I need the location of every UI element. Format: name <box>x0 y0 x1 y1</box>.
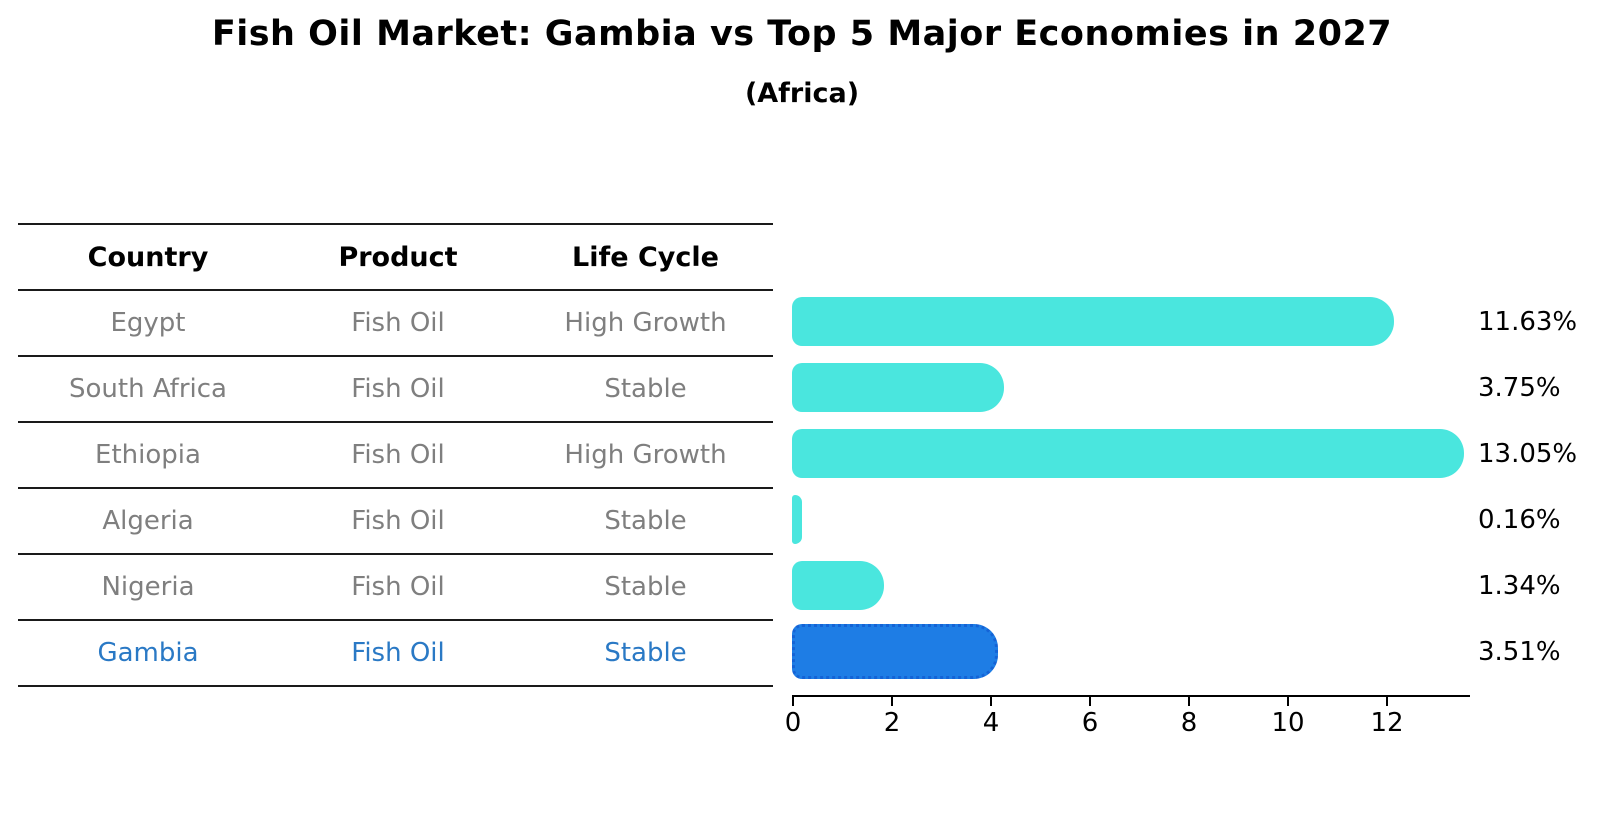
x-tick-label: 2 <box>883 708 901 738</box>
x-tick-label: 10 <box>1271 708 1305 738</box>
value-label: 0.16% <box>1478 505 1561 535</box>
header-cell-product: Product <box>338 241 458 273</box>
table-cell-product: Fish Oil <box>351 572 445 602</box>
header-cell-life-cycle: Life Cycle <box>572 241 719 273</box>
table-row: Ethiopia Fish Oil High Growth <box>18 423 773 489</box>
table-header-row: Country Product Life Cycle <box>18 225 773 291</box>
x-tick-label: 8 <box>1180 708 1198 738</box>
table-cell-product: Fish Oil <box>351 308 445 338</box>
table-cell-country: South Africa <box>69 374 227 404</box>
x-tick-label: 12 <box>1370 708 1404 738</box>
table-cell-product: Fish Oil <box>351 374 445 404</box>
table-row: Gambia Fish Oil Stable <box>18 621 773 687</box>
bar-ethiopia <box>792 429 1464 478</box>
page-title: Fish Oil Market: Gambia vs Top 5 Major E… <box>211 14 1393 54</box>
table-cell-life-cycle: High Growth <box>564 308 727 338</box>
bar-row <box>792 421 1468 487</box>
table-row: Nigeria Fish Oil Stable <box>18 555 773 621</box>
data-table: Country Product Life Cycle Egypt Fish Oi… <box>18 223 773 687</box>
value-label: 3.75% <box>1478 373 1561 403</box>
bar-plot <box>792 289 1468 685</box>
x-tick-mark <box>792 697 794 706</box>
x-tick-mark <box>891 697 893 706</box>
bar-row <box>792 619 1468 685</box>
value-label: 1.34% <box>1478 571 1561 601</box>
x-tick-label: 0 <box>784 708 802 738</box>
table-row: Algeria Fish Oil Stable <box>18 489 773 555</box>
bar-row <box>792 289 1468 355</box>
table-cell-product: Fish Oil <box>351 506 445 536</box>
bar-egypt <box>792 297 1394 346</box>
x-tick-mark <box>1287 697 1289 706</box>
page-subtitle: (Africa) <box>744 78 860 109</box>
bar-south-africa <box>792 363 1004 412</box>
table-cell-life-cycle: Stable <box>604 506 687 536</box>
x-tick-mark <box>1386 697 1388 706</box>
table-row: South Africa Fish Oil Stable <box>18 357 773 423</box>
table-cell-country: Algeria <box>102 506 194 536</box>
bar-nigeria <box>792 561 884 610</box>
bar-gambia <box>792 624 998 679</box>
value-label: 11.63% <box>1478 307 1578 337</box>
x-tick-mark <box>990 697 992 706</box>
x-tick-mark <box>1188 697 1190 706</box>
table-cell-life-cycle: Stable <box>604 374 687 404</box>
x-tick-label: 4 <box>982 708 1000 738</box>
table-cell-country: Gambia <box>97 638 199 668</box>
table-cell-country: Ethiopia <box>95 440 201 470</box>
bar-row <box>792 355 1468 421</box>
x-tick-label: 6 <box>1081 708 1099 738</box>
x-tick-mark <box>1089 697 1091 706</box>
table-cell-life-cycle: Stable <box>604 638 687 668</box>
table-cell-life-cycle: High Growth <box>564 440 727 470</box>
table-row: Egypt Fish Oil High Growth <box>18 291 773 357</box>
table-cell-country: Nigeria <box>101 572 195 602</box>
bar-algeria <box>792 495 802 544</box>
table-cell-country: Egypt <box>110 308 186 338</box>
table-cell-product: Fish Oil <box>351 440 445 470</box>
table-cell-life-cycle: Stable <box>604 572 687 602</box>
value-label: 3.51% <box>1478 637 1561 667</box>
bar-row <box>792 487 1468 553</box>
bar-row <box>792 553 1468 619</box>
x-axis-line <box>792 695 1470 697</box>
value-label: 13.05% <box>1478 439 1578 469</box>
table-cell-product: Fish Oil <box>351 638 445 668</box>
table-body: Egypt Fish Oil High Growth South Africa … <box>18 291 773 687</box>
header-cell-country: Country <box>87 241 209 273</box>
